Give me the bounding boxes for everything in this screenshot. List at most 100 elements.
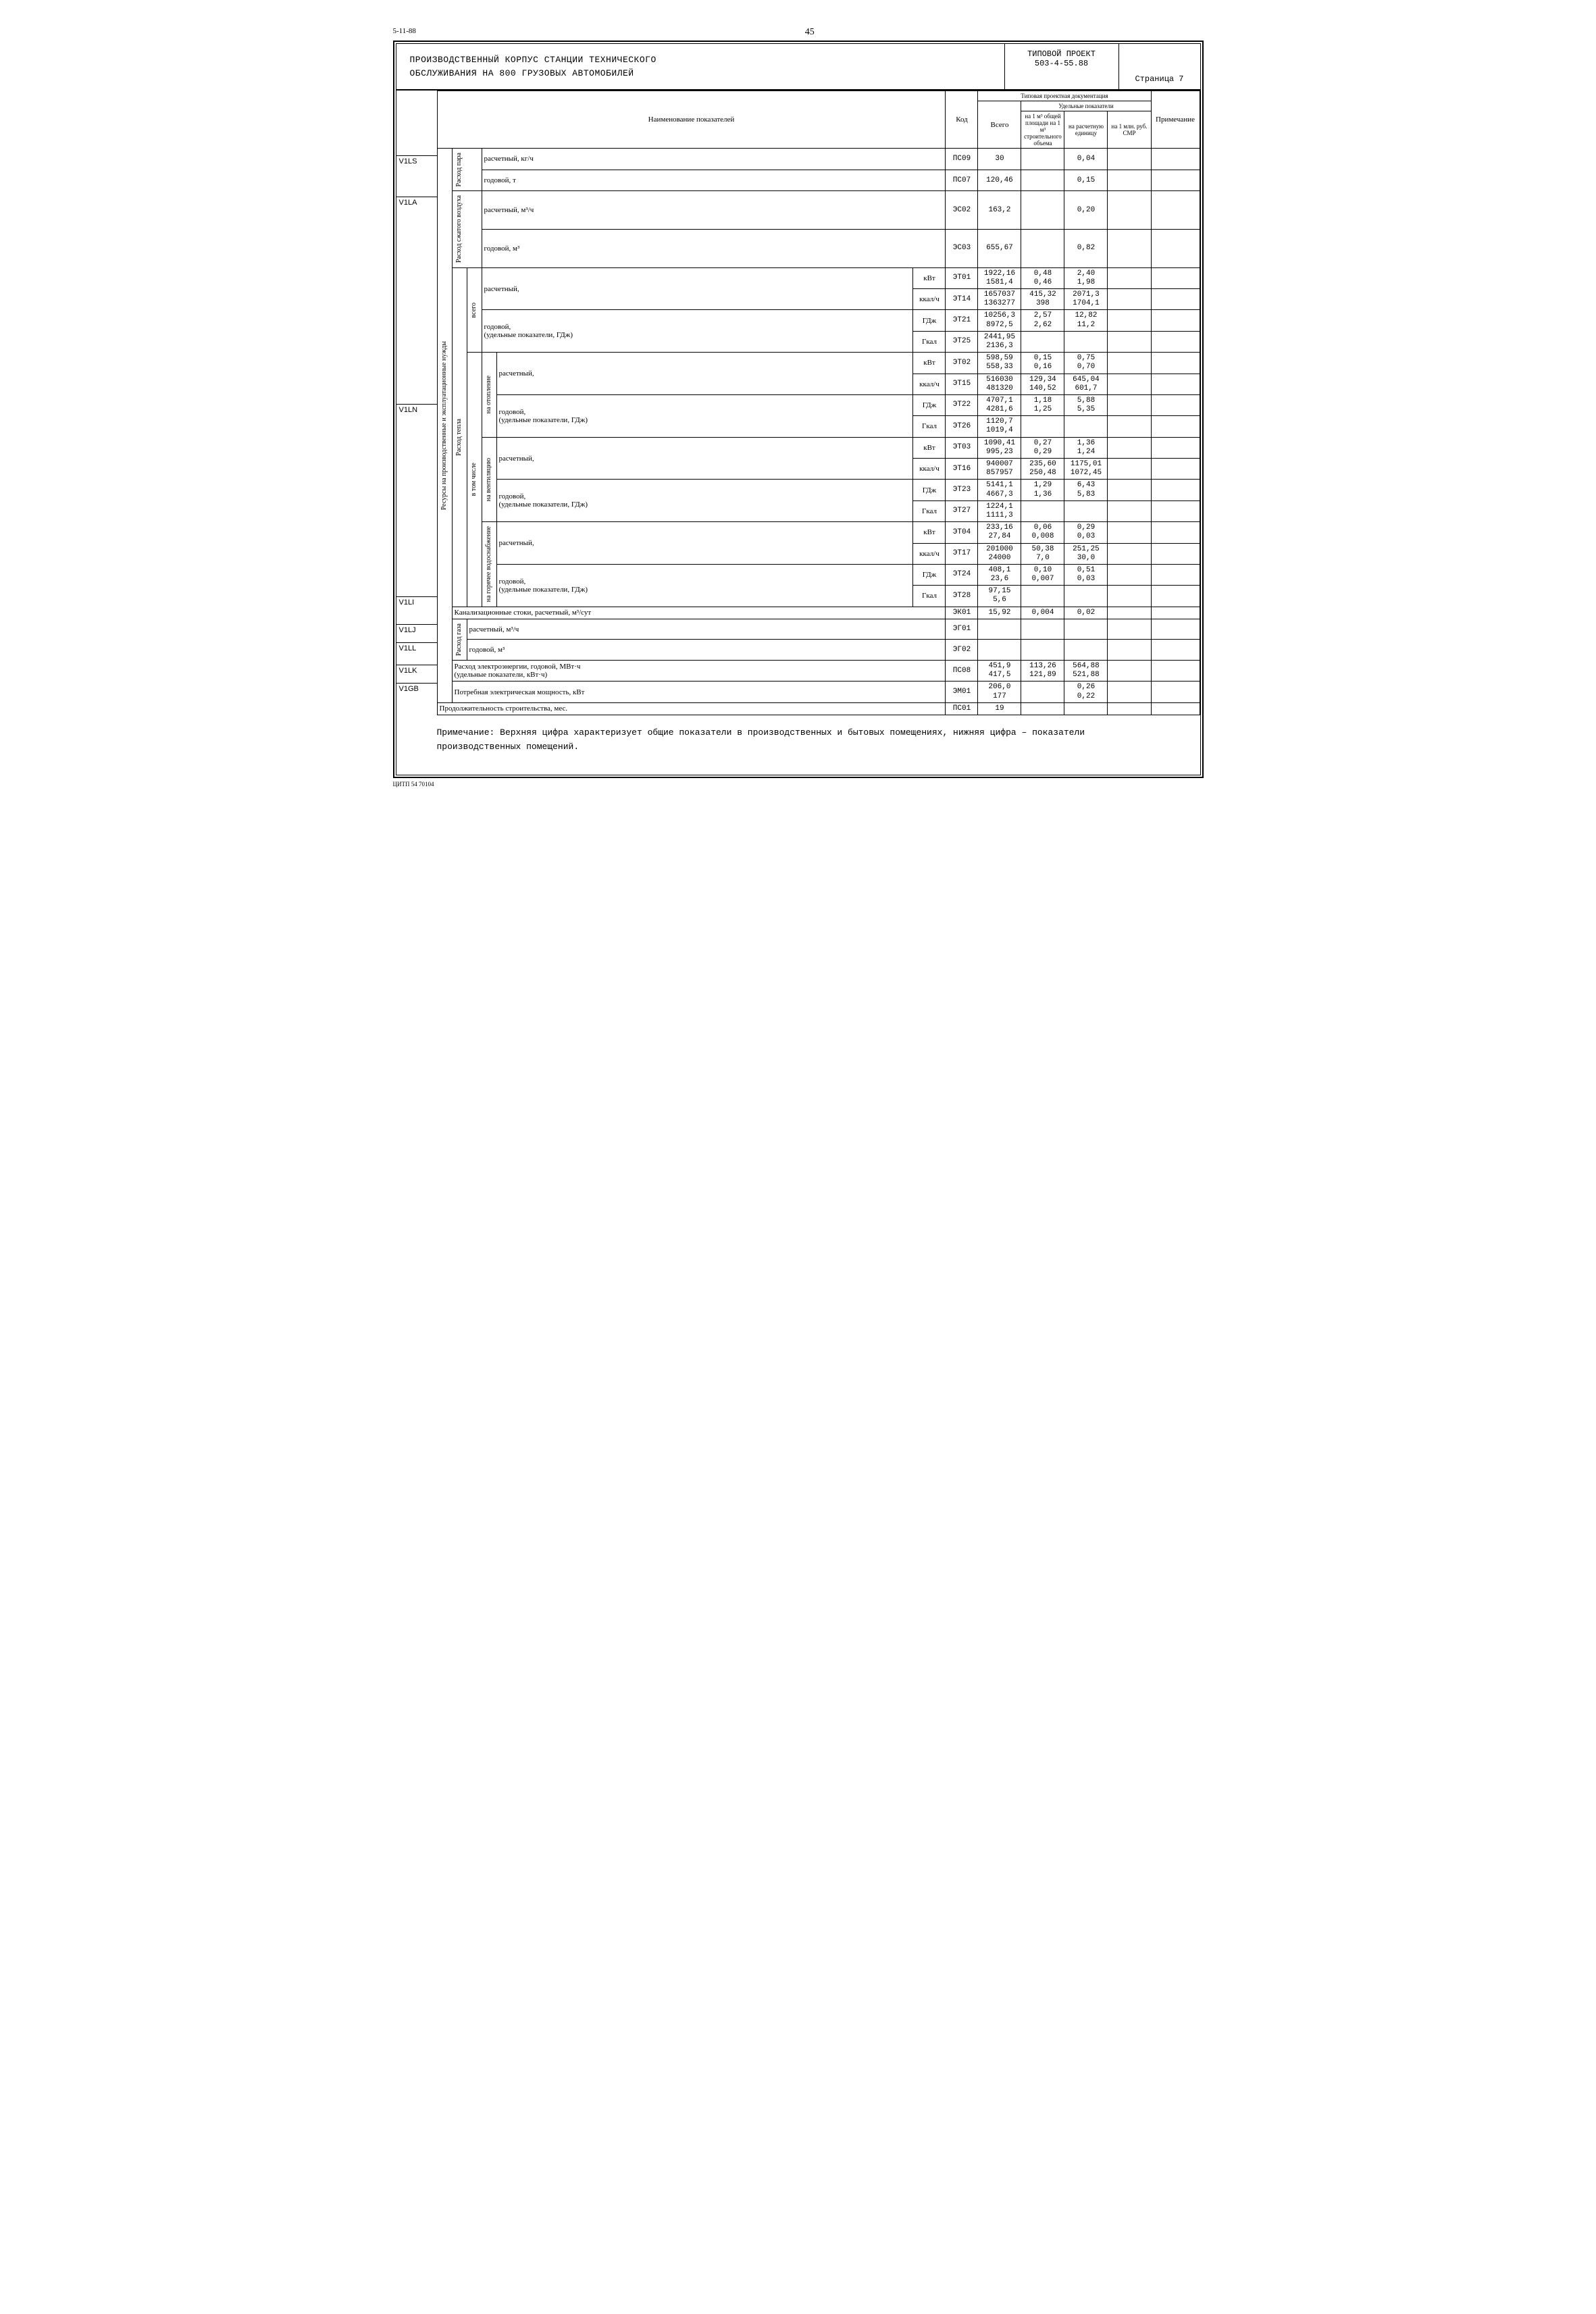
col-ud2: на расчетную единицу [1064, 111, 1108, 149]
main-table: Наименование показателей Код Типовая про… [437, 91, 1200, 715]
project-number-block: ТИПОВОЙ ПРОЕКТ 503-4-55.88 [1004, 44, 1119, 89]
cell-kod: ПС09 [946, 149, 978, 170]
cell-u3 [1108, 543, 1151, 564]
row-label: Потребная электрическая мощность, кВт [452, 682, 946, 702]
unit-label: ккал/ч [913, 459, 946, 480]
cell-u3 [1108, 480, 1151, 500]
cell-v [978, 619, 1021, 640]
table-row: годовой,(удельные показатели, ГДж) ГДж Э… [437, 394, 1200, 415]
cell-v: 4707,14281,6 [978, 394, 1021, 415]
document-page: 5-11-88 45 ПРОИЗВОДСТВЕННЫЙ КОРПУС СТАНЦ… [393, 27, 1204, 788]
footnote-block: Примечание: Верхняя цифра характеризует … [396, 715, 1200, 775]
group-vtom: в том числе [469, 460, 478, 498]
cell-kod: ЭТ28 [946, 586, 978, 607]
cell-v: 2441,952136,3 [978, 331, 1021, 352]
unit-label: Гкал [913, 586, 946, 607]
cell-v: 97,155,6 [978, 586, 1021, 607]
title-line1: ПРОИЗВОДСТВЕННЫЙ КОРПУС СТАНЦИИ ТЕХНИЧЕС… [410, 55, 657, 65]
cell-u1 [1021, 702, 1064, 715]
cell-u2: 0,82 [1064, 230, 1108, 268]
table-row: Расход сжатого воздуха расчетный, м³/ч Э… [437, 191, 1200, 230]
cell-kod: ЭТ02 [946, 353, 978, 374]
cell-u3 [1108, 374, 1151, 394]
row-label: годовой,(удельные показатели, ГДж) [496, 480, 913, 522]
cell-kod: ЭТ04 [946, 522, 978, 543]
page-number-top: 45 [805, 27, 815, 38]
footnote-label: Примечание: [437, 726, 495, 740]
cell-u3 [1108, 416, 1151, 437]
col-ud-group: Удельные показатели [1021, 101, 1151, 111]
cell-kod: ЭК01 [946, 607, 978, 619]
cell-u2: 0,20 [1064, 191, 1108, 230]
cell-kod: ЭТ17 [946, 543, 978, 564]
cell-u1: 0,004 [1021, 607, 1064, 619]
cell-v: 451,9417,5 [978, 660, 1021, 681]
title-line2: ОБСЛУЖИВАНИЯ НА 800 ГРУЗОВЫХ АВТОМОБИЛЕЙ [410, 68, 634, 78]
cell-u1: 2,572,62 [1021, 310, 1064, 331]
cell-kod: ПС01 [946, 702, 978, 715]
unit-label: кВт [913, 437, 946, 458]
cell-u2: 2071,31704,1 [1064, 289, 1108, 310]
cell-kod: ЭТ15 [946, 374, 978, 394]
cell-u1 [1021, 191, 1064, 230]
table-row: на вентиляцию расчетный, кВт ЭТ03 1090,4… [437, 437, 1200, 458]
cell-u3 [1108, 586, 1151, 607]
unit-label: ГДж [913, 480, 946, 500]
table-row: годовой, м³ ЭГ02 [437, 640, 1200, 661]
table-row: Продолжительность строительства, мес. ПС… [437, 702, 1200, 715]
group-ventilation: на вентиляцию [484, 455, 493, 504]
unit-label: ккал/ч [913, 374, 946, 394]
cell-kod: ЭТ14 [946, 289, 978, 310]
page-label: Страница 7 [1135, 74, 1183, 84]
cell-u2: 2,401,98 [1064, 267, 1108, 288]
cell-v: 206,0177 [978, 682, 1021, 702]
cell-u3 [1108, 394, 1151, 415]
cell-u3 [1108, 310, 1151, 331]
cell-v: 19 [978, 702, 1021, 715]
title-block: ПРОИЗВОДСТВЕННЫЙ КОРПУС СТАНЦИИ ТЕХНИЧЕС… [396, 44, 1200, 91]
cell-kod: ПС08 [946, 660, 978, 681]
code-v1li: V1LI [396, 596, 437, 608]
col-vsego: Всего [978, 101, 1021, 149]
code-v1ln: V1LN [396, 404, 437, 415]
cell-v: 10256,38972,5 [978, 310, 1021, 331]
group-steam: Расход пара [455, 150, 463, 189]
cell-u1: 0,270,29 [1021, 437, 1064, 458]
cell-u3 [1108, 149, 1151, 170]
table-row: Расход тепла всего расчетный, кВт ЭТ01 1… [437, 267, 1200, 288]
cell-u2: 6,435,83 [1064, 480, 1108, 500]
footer-code: ЦИТП 54 70104 [393, 781, 1204, 788]
table-row: Канализационные стоки, расчетный, м³/сут… [437, 607, 1200, 619]
top-marks: 5-11-88 45 [393, 27, 1204, 38]
cell-kod: ЭТ24 [946, 564, 978, 585]
cell-u3 [1108, 331, 1151, 352]
row-label: расчетный, кг/ч [482, 149, 946, 170]
outer-frame: ПРОИЗВОДСТВЕННЫЙ КОРПУС СТАНЦИИ ТЕХНИЧЕС… [393, 41, 1204, 778]
row-label: Расход электроэнергии, годовой, МВт·ч(уд… [452, 660, 946, 681]
cell-prim [1151, 149, 1200, 170]
col-name: Наименование показателей [437, 91, 946, 149]
unit-label: ГДж [913, 394, 946, 415]
cell-u1: 0,100,007 [1021, 564, 1064, 585]
cell-v: 940007857957 [978, 459, 1021, 480]
cell-v: 16570371363277 [978, 289, 1021, 310]
cell-u2 [1064, 619, 1108, 640]
cell-v: 20100024000 [978, 543, 1021, 564]
cell-v: 655,67 [978, 230, 1021, 268]
code-v1gb: V1GB [396, 683, 437, 694]
cell-u1 [1021, 230, 1064, 268]
cell-v [978, 640, 1021, 661]
col-ud3: на 1 млн. руб. СМР [1108, 111, 1151, 149]
row-label: расчетный, [496, 522, 913, 565]
cell-u2: 564,88521,88 [1064, 660, 1108, 681]
cell-v: 233,1627,84 [978, 522, 1021, 543]
cell-u3 [1108, 619, 1151, 640]
project-number: 503-4-55.88 [1035, 59, 1088, 68]
cell-u1: 0,060,008 [1021, 522, 1064, 543]
code-v1lk: V1LK [396, 665, 437, 676]
unit-label: Гкал [913, 331, 946, 352]
cell-u3 [1108, 170, 1151, 191]
cell-u1: 50,387,0 [1021, 543, 1064, 564]
cell-v: 516030481320 [978, 374, 1021, 394]
unit-label: кВт [913, 522, 946, 543]
